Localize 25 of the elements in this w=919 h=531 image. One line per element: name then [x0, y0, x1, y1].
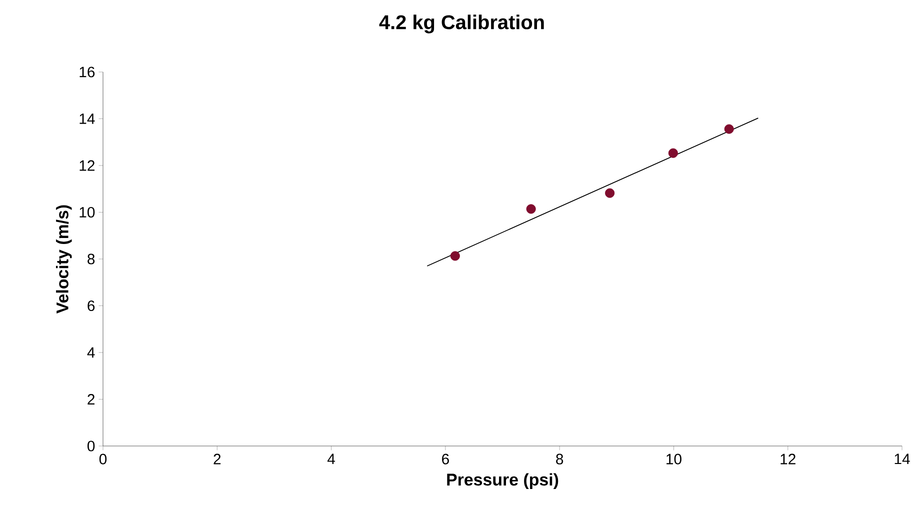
y-tick-label: 14: [80, 114, 95, 124]
x-tick-label: 14: [894, 454, 910, 464]
y-tick-label: 4: [87, 347, 95, 358]
x-tick-label: 8: [556, 454, 564, 464]
x-axis-title: Pressure (psi): [447, 473, 558, 489]
chart-title: 4.2 kg Calibration: [379, 14, 544, 34]
point: [724, 124, 734, 134]
y-axis-title: Velocity (m/s): [56, 205, 72, 314]
y-tick-label: 6: [88, 300, 95, 312]
y-tick-label: 8: [88, 254, 95, 264]
x-tick-label: 6: [442, 454, 449, 464]
point: [605, 188, 615, 198]
point: [668, 148, 678, 158]
y-tick-label: 0: [87, 440, 95, 452]
y-tick-label: 16: [80, 66, 95, 78]
point: [450, 251, 460, 261]
x-tick-label: 12: [780, 454, 796, 464]
x-tick-label: 2: [214, 454, 221, 464]
x-tick-label: 4: [327, 454, 336, 464]
x-tick-label: 10: [666, 454, 682, 464]
point: [526, 204, 536, 214]
x-tick-label: 0: [99, 454, 107, 464]
y-tick-label: 12: [80, 160, 94, 171]
y-tick-label: 10: [80, 206, 95, 218]
y-tick-label: 2: [88, 394, 94, 404]
